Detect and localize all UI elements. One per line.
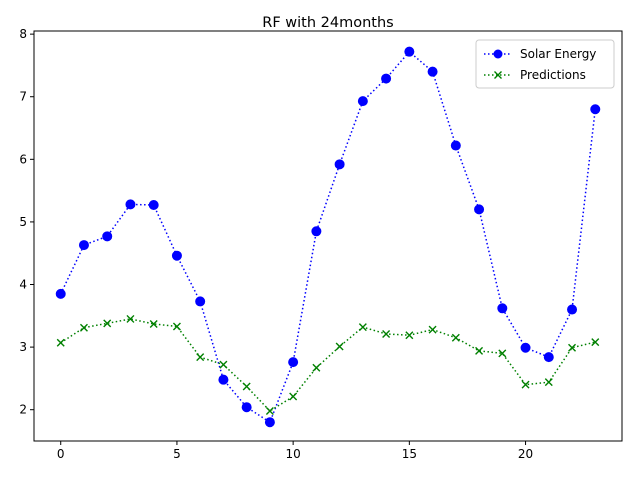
legend-marker-predictions — [494, 71, 502, 79]
data-point-solar-energy — [567, 304, 578, 315]
series-line-solar-energy — [60, 50, 597, 424]
y-tick-label: 4 — [19, 278, 27, 292]
y-tick-label: 7 — [19, 90, 27, 104]
data-point-solar-energy — [55, 288, 66, 299]
data-point-solar-energy — [311, 226, 322, 237]
data-point-predictions — [103, 319, 112, 328]
legend-box — [475, 39, 615, 89]
x-tick-label: 5 — [173, 447, 181, 461]
data-point-predictions — [405, 331, 414, 340]
data-point-solar-energy — [125, 199, 136, 210]
data-point-predictions — [428, 325, 437, 334]
data-point-predictions — [591, 338, 600, 347]
data-point-predictions — [242, 382, 251, 391]
y-tick-label: 3 — [19, 340, 27, 354]
series-predictions — [56, 314, 600, 415]
data-point-predictions — [172, 322, 181, 331]
y-tick-label: 2 — [19, 403, 27, 417]
data-point-predictions — [312, 363, 321, 372]
axis-ticks: 0 5 10 15 20 2 3 4 5 6 7 8 — [19, 27, 533, 461]
x-tick-label: 15 — [402, 447, 417, 461]
data-point-solar-energy — [334, 159, 345, 170]
series-line-predictions — [60, 318, 596, 412]
data-point-predictions — [475, 346, 484, 355]
data-point-solar-energy — [195, 296, 206, 307]
data-point-predictions — [568, 343, 577, 352]
legend-entry-solar-energy: Solar Energy — [484, 47, 596, 61]
data-point-solar-energy — [171, 250, 182, 261]
plot-area-frame — [33, 30, 623, 442]
data-point-solar-energy — [218, 374, 229, 385]
data-point-predictions — [451, 333, 460, 342]
data-point-solar-energy — [497, 303, 508, 314]
data-point-solar-energy — [288, 357, 299, 368]
data-point-solar-energy — [543, 352, 554, 363]
data-point-predictions — [265, 406, 274, 415]
data-point-solar-energy — [357, 96, 368, 107]
series-layer — [55, 46, 601, 428]
data-point-predictions — [358, 323, 367, 332]
x-tick-label: 20 — [518, 447, 533, 461]
data-point-solar-energy — [427, 66, 438, 77]
data-point-predictions — [56, 338, 65, 347]
data-point-predictions — [521, 380, 530, 389]
data-point-solar-energy — [102, 231, 113, 242]
y-tick-label: 6 — [19, 152, 27, 166]
data-point-solar-energy — [241, 402, 252, 413]
data-point-predictions — [498, 349, 507, 358]
data-point-solar-energy — [148, 200, 159, 211]
data-point-predictions — [544, 378, 553, 387]
chart-title: RF with 24months — [262, 15, 393, 31]
data-point-solar-energy — [450, 140, 461, 151]
data-point-predictions — [382, 329, 391, 338]
legend-label-solar-energy: Solar Energy — [520, 47, 596, 61]
data-point-predictions — [126, 314, 135, 323]
data-point-predictions — [335, 342, 344, 351]
legend-label-predictions: Predictions — [520, 68, 586, 82]
legend: Solar Energy Predictions — [475, 39, 615, 89]
x-tick-label: 0 — [57, 447, 65, 461]
legend-entry-predictions: Predictions — [484, 68, 586, 82]
data-point-predictions — [79, 323, 88, 332]
data-point-solar-energy — [381, 73, 392, 84]
data-point-solar-energy — [474, 204, 485, 215]
y-tick-label: 5 — [19, 215, 27, 229]
series-solar-energy — [55, 46, 601, 428]
data-point-solar-energy — [78, 240, 89, 251]
data-point-solar-energy — [590, 104, 601, 115]
legend-marker-solar-energy — [493, 49, 503, 59]
data-point-predictions — [149, 319, 158, 328]
data-point-predictions — [196, 353, 205, 362]
data-point-solar-energy — [520, 342, 531, 353]
data-point-solar-energy — [404, 46, 415, 57]
data-point-predictions — [219, 360, 228, 369]
data-point-predictions — [289, 392, 298, 401]
y-tick-label: 8 — [19, 27, 27, 41]
x-tick-label: 10 — [285, 447, 300, 461]
data-point-solar-energy — [264, 417, 275, 428]
